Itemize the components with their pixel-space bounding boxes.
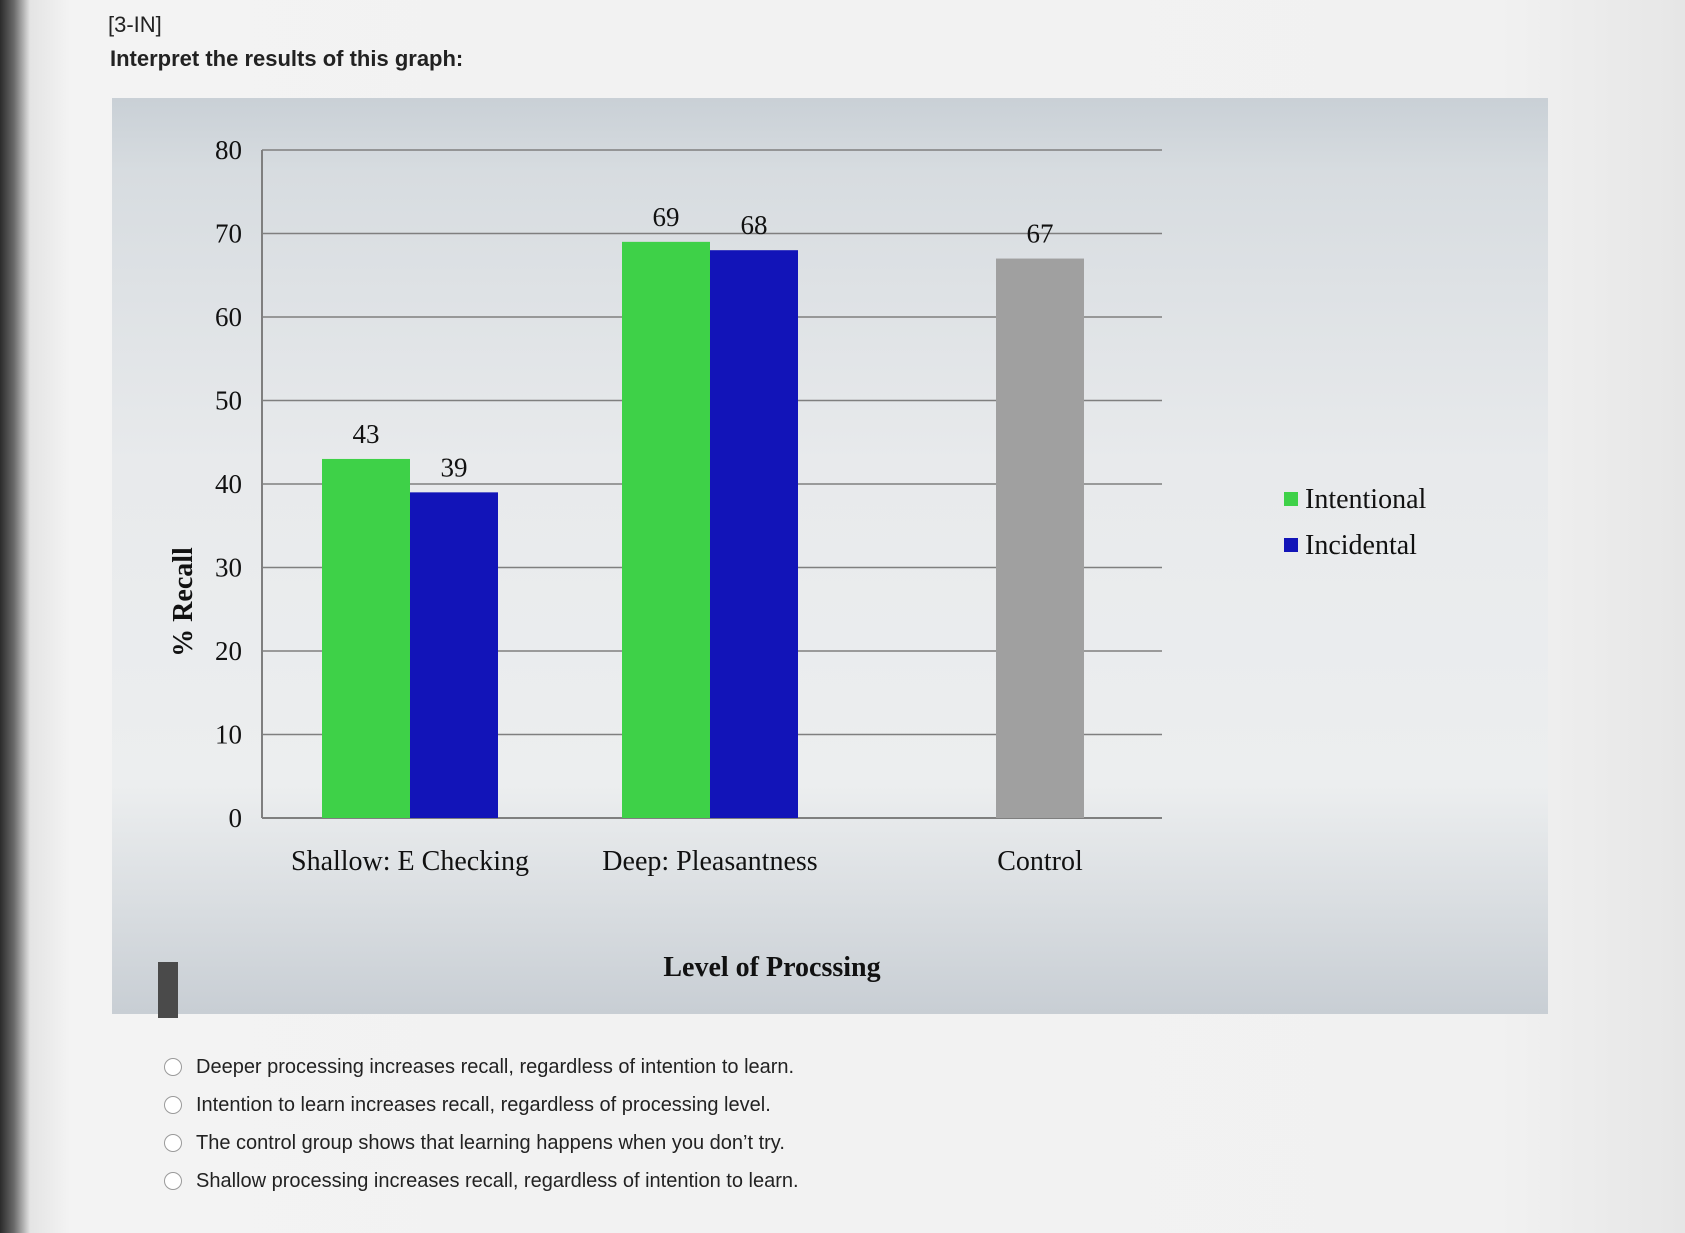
y-tick-label: 60 [215, 302, 242, 332]
option-label: Deeper processing increases recall, rega… [196, 1055, 795, 1078]
legend-swatch [1284, 538, 1298, 552]
bar-chart: 0 10 20 30 40 50 60 70 80 43 39 69 68 67 Shallow: E … [168, 135, 1427, 983]
bar-value-label: 69 [653, 202, 680, 232]
bar [322, 458, 410, 818]
page-marker [158, 962, 178, 1018]
x-tick-label: Deep: Pleasantness [602, 846, 817, 877]
y-tick-label: 10 [215, 720, 242, 750]
legend-label: Intentional [1305, 484, 1427, 515]
answer-options: Deeper processing increases recall, rega… [164, 1048, 799, 1200]
question-id: [3-IN] [108, 12, 162, 37]
chart-legend: Intentional Incidental [1284, 484, 1427, 561]
radio-button[interactable] [164, 1058, 182, 1076]
bar [622, 241, 710, 819]
y-tick-label: 30 [215, 553, 242, 583]
option-label: Shallow processing increases recall, reg… [196, 1169, 799, 1192]
x-tick-label: Control [997, 846, 1083, 877]
bar-value-label: 67 [1027, 219, 1054, 249]
y-tick-label: 40 [215, 469, 242, 499]
x-axis-label: Level of Procssing [663, 952, 880, 983]
y-tick-label: 70 [215, 219, 242, 249]
bar [410, 492, 498, 818]
answer-option-1[interactable]: Deeper processing increases recall, rega… [164, 1048, 799, 1086]
answer-option-3[interactable]: The control group shows that learning ha… [164, 1124, 799, 1162]
radio-button[interactable] [164, 1172, 182, 1190]
radio-button[interactable] [164, 1096, 182, 1114]
bar [710, 250, 798, 818]
y-tick-label: 20 [215, 636, 242, 666]
answer-option-4[interactable]: Shallow processing increases recall, reg… [164, 1162, 799, 1200]
y-tick-label: 80 [215, 135, 242, 165]
bar-value-label: 39 [441, 452, 468, 482]
radio-button[interactable] [164, 1134, 182, 1152]
option-label: Intention to learn increases recall, reg… [196, 1093, 771, 1116]
y-tick-label: 50 [215, 386, 242, 416]
y-axis-label: % Recall [168, 547, 199, 657]
bar-value-label: 43 [353, 419, 380, 449]
question-prompt: Interpret the results of this graph: [110, 46, 464, 71]
y-tick-label: 0 [229, 803, 243, 833]
bar [996, 258, 1084, 818]
answer-option-2[interactable]: Intention to learn increases recall, reg… [164, 1086, 799, 1124]
chart-figure: 0 10 20 30 40 50 60 70 80 43 39 69 68 67 Shallow: E … [112, 98, 1548, 1014]
legend-swatch [1284, 492, 1298, 506]
bar-value-label: 68 [741, 210, 768, 240]
option-label: The control group shows that learning ha… [196, 1131, 785, 1154]
x-tick-label: Shallow: E Checking [291, 846, 529, 877]
legend-label: Incidental [1305, 530, 1417, 561]
